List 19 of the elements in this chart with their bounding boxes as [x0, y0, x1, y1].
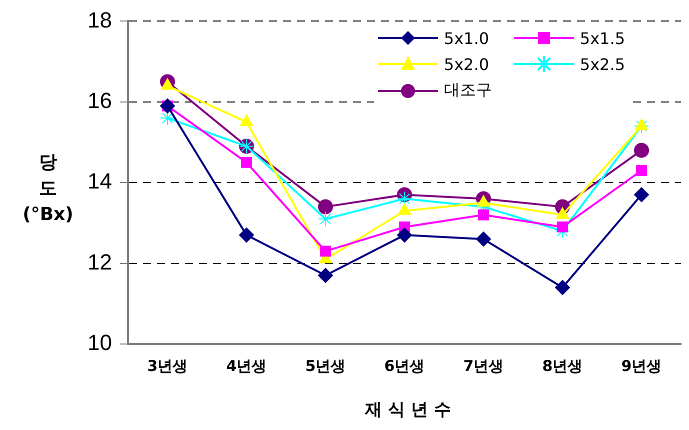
- x-axis-title: 재 식 년 수: [364, 399, 452, 421]
- y-tick-label: 14: [88, 168, 112, 194]
- legend-label: 5x2.0: [444, 54, 489, 74]
- y-tick-label: 18: [88, 7, 112, 32]
- x-tick-label: 6년생: [384, 356, 425, 375]
- x-tick-label: 8년생: [542, 356, 583, 375]
- legend-label: 5x2.5: [580, 54, 625, 74]
- x-tick-label: 3년생: [147, 356, 188, 375]
- y-axis-title: 당 도 (°Bx): [22, 151, 74, 227]
- x-tick-label: 5년생: [305, 356, 346, 375]
- legend-label: 5x1.0: [444, 28, 489, 48]
- legend-label: 5x1.5: [580, 28, 625, 48]
- y-tick-label: 16: [88, 88, 112, 113]
- legend-label: 대조구: [444, 80, 492, 101]
- x-tick-label: 9년생: [621, 356, 662, 375]
- x-tick-label: 4년생: [226, 356, 267, 375]
- x-tick-label: 7년생: [463, 356, 504, 375]
- y-tick-label: 10: [88, 330, 112, 356]
- y-tick-label: 12: [88, 249, 112, 274]
